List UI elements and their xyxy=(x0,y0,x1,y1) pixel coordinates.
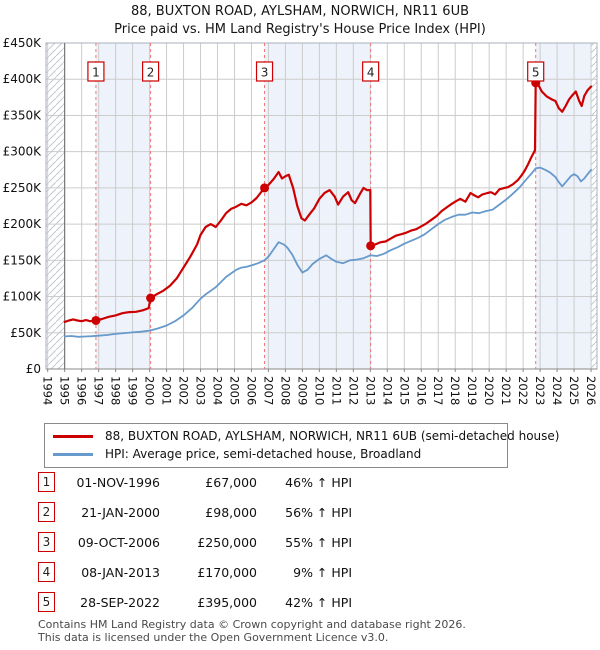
svg-text:2023: 2023 xyxy=(533,376,547,405)
svg-text:2022: 2022 xyxy=(516,376,530,405)
chart-legend: 88, BUXTON ROAD, AYLSHAM, NORWICH, NR11 … xyxy=(44,423,559,468)
blue-line-swatch-icon xyxy=(53,452,93,456)
svg-text:2026: 2026 xyxy=(584,376,598,405)
chart-title-line1: 88, BUXTON ROAD, AYLSHAM, NORWICH, NR11 … xyxy=(130,4,470,19)
sale-number-badge: 5 xyxy=(38,592,55,612)
svg-text:1998: 1998 xyxy=(109,376,123,405)
sale-number-badge: 3 xyxy=(38,532,55,552)
sale-date: 08-JAN-2013 xyxy=(81,564,160,580)
license-note: Contains HM Land Registry data © Crown c… xyxy=(38,618,466,644)
svg-text:£250K: £250K xyxy=(3,181,43,195)
svg-text:2016: 2016 xyxy=(414,376,428,405)
sale-price: £98,000 xyxy=(205,504,257,520)
svg-text:2021: 2021 xyxy=(499,376,513,405)
price-chart: 1 2 3 4 5 £0 £50K £100K £150K £200K £250K £300K £350… xyxy=(3,36,598,405)
sale-date: 21-JAN-2000 xyxy=(81,504,160,520)
price-chart-svg: 1 2 3 4 5 £0 £50K £100K £150K £200K £250K £300K £350… xyxy=(3,36,598,405)
sale-date: 01-NOV-1996 xyxy=(76,474,160,490)
table-row: 3 09-OCT-2006 £250,000 55% ↑ HPI xyxy=(38,532,352,552)
sale-vs-hpi: 46% ↑ HPI xyxy=(285,474,352,490)
svg-text:2004: 2004 xyxy=(210,376,224,405)
sale-price: £170,000 xyxy=(197,564,257,580)
sale-date: 09-OCT-2006 xyxy=(77,534,160,550)
sale-date: 28-SEP-2022 xyxy=(80,594,160,610)
legend-item-hpi: HPI: Average price, semi-detached house,… xyxy=(45,445,507,463)
svg-text:1997: 1997 xyxy=(92,376,106,405)
svg-text:£0: £0 xyxy=(26,362,41,376)
sale-number-badge: 4 xyxy=(38,562,55,582)
svg-text:2: 2 xyxy=(147,66,155,80)
svg-text:1994: 1994 xyxy=(41,376,55,405)
table-row: 2 21-JAN-2000 £98,000 56% ↑ HPI xyxy=(38,502,352,522)
svg-text:1996: 1996 xyxy=(75,376,89,405)
chart-title: 88, BUXTON ROAD, AYLSHAM, NORWICH, NR11 … xyxy=(0,3,600,39)
svg-text:1: 1 xyxy=(92,66,100,80)
svg-text:£300K: £300K xyxy=(3,145,43,159)
svg-text:5: 5 xyxy=(532,66,540,80)
legend-item-property: 88, BUXTON ROAD, AYLSHAM, NORWICH, NR11 … xyxy=(45,427,559,445)
svg-text:2002: 2002 xyxy=(177,376,191,405)
svg-text:1999: 1999 xyxy=(126,376,140,405)
svg-text:£50K: £50K xyxy=(10,326,42,340)
svg-text:2000: 2000 xyxy=(143,376,157,405)
sale-vs-hpi: 9% ↑ HPI xyxy=(293,564,352,580)
legend-label-property: 88, BUXTON ROAD, AYLSHAM, NORWICH, NR11 … xyxy=(105,429,560,443)
svg-text:3: 3 xyxy=(261,66,269,80)
legend-label-hpi: HPI: Average price, semi-detached house,… xyxy=(105,447,422,461)
svg-text:2015: 2015 xyxy=(397,376,411,405)
svg-text:2017: 2017 xyxy=(431,376,445,405)
sale-price: £67,000 xyxy=(205,474,257,490)
svg-text:2010: 2010 xyxy=(312,376,326,405)
sale-vs-hpi: 56% ↑ HPI xyxy=(285,504,352,520)
svg-text:2020: 2020 xyxy=(482,376,496,405)
svg-text:£100K: £100K xyxy=(3,290,43,304)
svg-text:4: 4 xyxy=(367,66,375,80)
svg-text:2013: 2013 xyxy=(363,376,377,405)
sale-price: £395,000 xyxy=(197,594,257,610)
svg-text:2019: 2019 xyxy=(465,376,479,405)
svg-text:2011: 2011 xyxy=(329,376,343,405)
chart-title-line2: Price paid vs. HM Land Registry's House … xyxy=(114,22,486,37)
svg-text:2012: 2012 xyxy=(346,376,360,405)
svg-text:£400K: £400K xyxy=(3,72,43,86)
svg-text:£350K: £350K xyxy=(3,108,43,122)
sales-table: 1 01-NOV-1996 £67,000 46% ↑ HPI 2 21-JAN… xyxy=(38,472,352,622)
table-row: 5 28-SEP-2022 £395,000 42% ↑ HPI xyxy=(38,592,352,612)
sale-number-badge: 2 xyxy=(38,502,55,522)
sale-vs-hpi: 55% ↑ HPI xyxy=(285,534,352,550)
license-note-line1: Contains HM Land Registry data © Crown c… xyxy=(38,618,466,631)
svg-text:2008: 2008 xyxy=(278,376,292,405)
table-row: 1 01-NOV-1996 £67,000 46% ↑ HPI xyxy=(38,472,352,492)
svg-text:2005: 2005 xyxy=(227,376,241,405)
svg-text:£450K: £450K xyxy=(3,36,43,50)
svg-text:2014: 2014 xyxy=(380,376,394,405)
svg-text:2003: 2003 xyxy=(194,376,208,405)
svg-text:£150K: £150K xyxy=(3,253,43,267)
svg-text:2018: 2018 xyxy=(448,376,462,405)
svg-text:2006: 2006 xyxy=(244,376,258,405)
table-row: 4 08-JAN-2013 £170,000 9% ↑ HPI xyxy=(38,562,352,582)
svg-text:1995: 1995 xyxy=(58,376,72,405)
red-line-swatch-icon xyxy=(53,434,93,438)
svg-text:2009: 2009 xyxy=(295,376,309,405)
svg-text:2024: 2024 xyxy=(550,376,564,405)
svg-text:2001: 2001 xyxy=(160,376,174,405)
svg-text:2025: 2025 xyxy=(567,376,581,405)
svg-text:£200K: £200K xyxy=(3,217,43,231)
sale-number-badge: 1 xyxy=(38,472,55,492)
sale-vs-hpi: 42% ↑ HPI xyxy=(285,594,352,610)
license-note-line2: This data is licensed under the Open Gov… xyxy=(38,630,389,644)
svg-text:2007: 2007 xyxy=(261,376,275,405)
sale-price: £250,000 xyxy=(197,534,257,550)
